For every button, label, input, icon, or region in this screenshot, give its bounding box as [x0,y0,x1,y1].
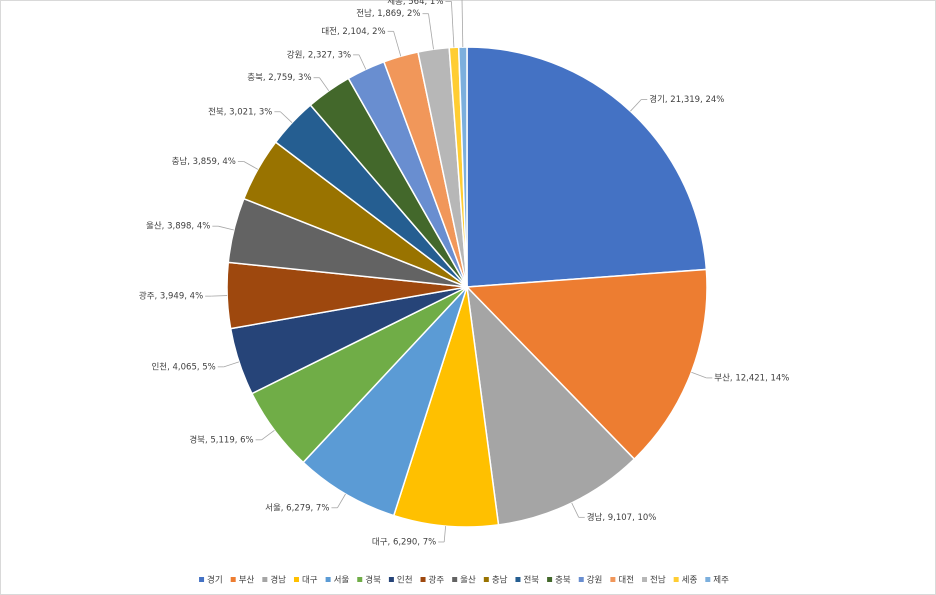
leader-line [571,502,580,518]
legend-swatch [293,577,299,582]
legend-swatch [262,577,268,582]
pie-slice [465,284,636,526]
data-label: 세종, 564, 1% [387,0,443,7]
data-label: 경남, 9,107, 10% [587,512,657,523]
data-label: 대전, 2,104, 2% [321,26,385,37]
leader-line [443,526,447,543]
legend-label: 경남 [270,575,286,586]
leader-line [428,13,434,50]
data-label: 경기, 21,319, 24% [649,94,724,105]
legend-label: 대전 [618,575,634,586]
legend-label: 강원 [587,575,603,586]
legend-swatch [610,577,616,582]
data-label: 대구, 6,290, 7% [372,537,436,547]
legend-swatch [230,577,236,582]
legend-swatch [547,577,553,582]
data-label: 인천, 4,065, 5% [151,361,215,372]
legend-swatch [578,577,584,582]
legend: 경기 부산 경남 대구 서울 경북 인천 광주 울산 충남 전북 충북 강원 대전 전남 세종 제주 [199,575,729,586]
data-label: 경북, 5,119, 6% [189,434,253,445]
leader-line [337,493,346,508]
leader-line [223,361,240,368]
leader-line [280,111,293,123]
leader-line [691,371,707,379]
leader-line [211,295,228,297]
legend-label: 전북 [523,575,539,586]
legend-swatch [642,577,648,582]
pie-slice [466,46,708,288]
pie-slice [392,286,500,528]
data-label: 서울, 6,279, 7% [265,503,329,513]
legend-label: 서울 [334,576,350,586]
legend-label: 울산 [460,575,476,586]
data-label: 전북, 3,021, 3% [208,106,272,117]
data-label: 충북, 2,759, 3% [247,73,311,83]
legend-swatch [705,577,711,582]
legend-swatch [420,577,426,582]
data-label: 울산, 3,898, 4% [146,221,210,232]
legend-swatch [673,577,679,582]
leader-line [393,31,402,57]
leader-line [319,77,330,92]
legend-label: 인천 [397,575,413,586]
pie-slice [302,286,468,517]
legend-swatch [388,577,394,582]
leader-line [218,225,234,231]
legend-swatch [483,577,489,582]
leader-line [630,99,642,112]
data-label: 부산, 12,421, 14% [714,372,789,383]
data-label: 강원, 2,327, 3% [287,49,351,60]
legend-swatch [325,577,331,582]
legend-label: 광주 [429,575,445,586]
legend-label: 전남 [650,575,666,586]
legend-label: 제주 [713,576,729,586]
legend-label: 충북 [555,576,571,586]
legend-label: 부산 [239,575,255,586]
leader-line [358,54,367,70]
data-label: 충남, 3,859, 4% [172,157,236,167]
legend-label: 경기 [207,575,223,586]
leader-line [461,0,464,48]
legend-swatch [199,577,205,582]
pie-slice [457,46,468,288]
legend-swatch [452,577,458,582]
data-label: 광주, 3,949, 4% [139,291,203,302]
pie-slice [465,268,708,461]
legend-label: 경북 [365,575,381,586]
leader-line [261,429,275,441]
data-label: 전남, 1,869, 2% [356,8,420,19]
leader-line [451,1,455,48]
legend-swatch [515,577,521,582]
leader-line [243,161,259,170]
legend-label: 세종 [682,576,698,586]
legend-label: 충남 [492,576,508,586]
legend-swatch [357,577,363,582]
legend-label: 대구 [302,576,318,586]
